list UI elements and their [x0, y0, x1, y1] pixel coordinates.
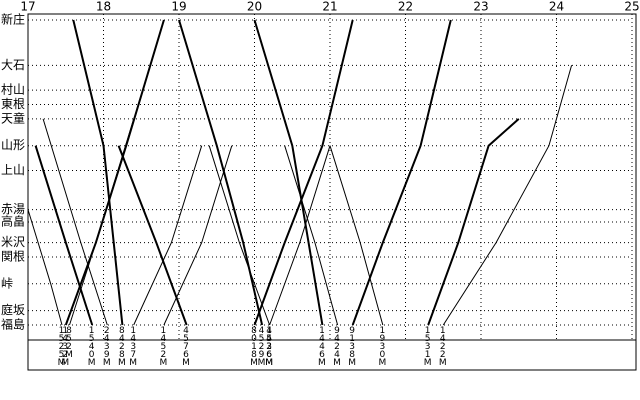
train-line [27, 209, 63, 326]
x-tick-label: 24 [549, 0, 564, 14]
train-line [163, 145, 233, 326]
train-line [208, 145, 271, 326]
train-number: 1446M [317, 326, 327, 366]
x-tick-label: 19 [171, 0, 186, 14]
station-label: 東根 [1, 97, 25, 111]
x-tick-label: 25 [624, 0, 639, 14]
station-label: 山形 [1, 138, 25, 152]
station-label: 米沢 [1, 235, 25, 249]
frame [27, 13, 637, 371]
x-tick-label: 21 [322, 0, 337, 14]
train-line [284, 145, 339, 326]
station-label: 村山 [1, 83, 25, 97]
train-line [34, 145, 94, 326]
station-label: 峠 [1, 275, 13, 290]
train-line [442, 65, 573, 326]
station-label: 高畠 [1, 213, 25, 228]
station-label: 赤湯 [1, 202, 25, 216]
train-number: 9138M [347, 326, 357, 366]
train-number: 852M [64, 326, 74, 358]
train-line [427, 118, 520, 326]
train-number: 8018M [249, 326, 259, 366]
train-number: 1531M [423, 326, 433, 366]
train-number: 1930M [377, 326, 387, 366]
train-number: 2439M [102, 326, 112, 366]
train-line [253, 19, 324, 326]
station-label: 上山 [1, 163, 25, 177]
train-number: 9424M [332, 326, 342, 366]
train-line [133, 145, 203, 326]
train-number: 4576M [181, 326, 191, 366]
x-tick-label: 20 [247, 0, 262, 14]
train-line [72, 19, 124, 326]
train-line [269, 145, 331, 326]
train-number: 1436M [264, 326, 274, 366]
train-number: 4526M [264, 326, 274, 366]
station-label: 新庄 [1, 12, 25, 27]
train-number: 1540M [87, 326, 97, 366]
train-line [329, 145, 384, 326]
station-label: 天童 [1, 110, 25, 125]
train-line [253, 19, 354, 326]
x-tick-label: 17 [20, 0, 35, 14]
train-number: 4529M [257, 326, 267, 366]
station-label: 関根 [1, 249, 25, 263]
train-number: 1525M [56, 326, 66, 366]
x-tick-label: 18 [96, 0, 111, 14]
x-tick-label: 22 [398, 0, 413, 14]
train-number: 8428M [117, 326, 127, 366]
train-number: 1422M [438, 326, 448, 366]
station-label: 福島 [1, 317, 25, 332]
train-line [69, 118, 135, 326]
train-number: 1432M [60, 326, 70, 366]
x-tick-label: 23 [473, 0, 488, 14]
train-number: 1437M [128, 326, 138, 366]
train-line [351, 19, 452, 326]
train-line [42, 118, 108, 326]
train-line [178, 19, 264, 326]
train-number: 1452M [158, 326, 168, 366]
station-label: 大石 [1, 58, 25, 72]
station-label: 庭坂 [1, 302, 25, 317]
